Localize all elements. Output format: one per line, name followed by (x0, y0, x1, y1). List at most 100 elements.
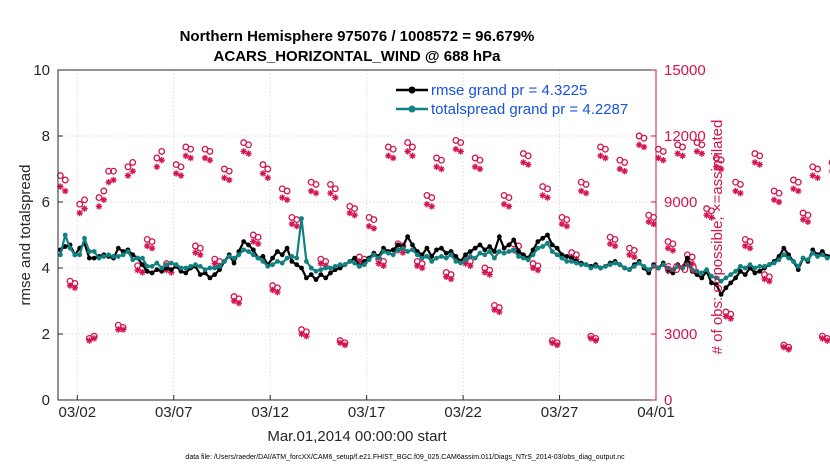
y2-tick-label: 3000 (664, 326, 697, 343)
totalspread-point (425, 254, 430, 259)
y2-axis-label: # of obs: o=possible; ×=assimilated (709, 120, 726, 355)
totalspread-point (314, 269, 319, 274)
totalspread-point (453, 259, 458, 264)
rmse-point (492, 249, 497, 254)
totalspread-point (555, 252, 560, 257)
totalspread-point (400, 246, 405, 251)
obs-assimilated-marker (670, 247, 676, 253)
rmse-point (396, 243, 401, 248)
x-tick-label: 03/17 (348, 404, 386, 421)
totalspread-point (357, 264, 362, 269)
totalspread-point (179, 266, 184, 271)
totalspread-point (728, 272, 733, 277)
obs-assimilated-marker (81, 205, 87, 211)
totalspread-point (193, 262, 198, 267)
rmse-point (757, 269, 762, 274)
rmse-point (752, 271, 757, 276)
rmse-point (555, 246, 560, 251)
totalspread-point (256, 256, 261, 261)
obs-assimilated-marker (130, 168, 136, 174)
totalspread-point (632, 264, 637, 269)
rmse-point (261, 254, 266, 259)
totalspread-point (140, 256, 145, 261)
rmse-point (511, 238, 516, 243)
rmse-point (564, 254, 569, 259)
totalspread-point (116, 254, 121, 259)
rmse-point (92, 256, 97, 261)
totalspread-point (434, 256, 439, 261)
y2-tick-label: 0 (664, 392, 672, 409)
totalspread-point (328, 266, 333, 271)
totalspread-point (622, 266, 627, 271)
totalspread-point (285, 256, 290, 261)
totalspread-point (646, 267, 651, 272)
totalspread-point (627, 267, 632, 272)
obs-assimilated-marker (535, 267, 541, 273)
totalspread-point (318, 267, 323, 272)
rmse-point (294, 262, 299, 267)
rmse-point (183, 271, 188, 276)
totalspread-point (521, 256, 526, 261)
totalspread-point (801, 256, 806, 261)
rmse-point (318, 272, 323, 277)
rmse-point (545, 233, 550, 238)
totalspread-point (772, 261, 777, 266)
totalspread-point (613, 261, 618, 266)
totalspread-point (825, 256, 830, 261)
rmse-point (309, 272, 314, 277)
obs-assimilated-marker (226, 177, 232, 183)
rmse-point (482, 247, 487, 252)
rmse-point (733, 276, 738, 281)
totalspread-point (261, 259, 266, 264)
totalspread-point (396, 247, 401, 252)
totalspread-point (183, 266, 188, 271)
rmse-point (275, 249, 280, 254)
rmse-point (478, 243, 483, 248)
totalspread-point (154, 261, 159, 266)
rmse-point (434, 247, 439, 252)
rmse-point (323, 276, 328, 281)
totalspread-point (97, 256, 102, 261)
totalspread-point (815, 254, 820, 259)
obs-assimilated-marker (120, 326, 126, 332)
totalspread-point (584, 262, 589, 267)
totalspread-point (236, 252, 241, 257)
obs-assimilated-marker (91, 335, 97, 341)
totalspread-point (232, 256, 237, 261)
totalspread-point (92, 249, 97, 254)
totalspread-point (497, 249, 502, 254)
totalspread-point (208, 266, 213, 271)
totalspread-point (738, 264, 743, 269)
obs-assimilated-marker (380, 263, 386, 269)
totalspread-point (130, 257, 135, 262)
totalspread-point (159, 266, 164, 271)
rmse-point (289, 259, 294, 264)
totalspread-point (415, 252, 420, 257)
totalspread-point (579, 262, 584, 267)
totalspread-point (164, 262, 169, 267)
rmse-point (241, 239, 246, 244)
rmse-point (304, 276, 309, 281)
totalspread-point (806, 257, 811, 262)
obs-assimilated-marker (332, 194, 338, 200)
totalspread-point (487, 249, 492, 254)
obs-assimilated-marker (467, 263, 473, 269)
totalspread-point (449, 252, 454, 257)
legend-spread-label: totalspread grand pr = 4.2287 (431, 101, 628, 118)
totalspread-point (526, 257, 531, 262)
totalspread-point (502, 251, 507, 256)
rmse-point (328, 271, 333, 276)
totalspread-point (362, 262, 367, 267)
obs-assimilated-marker (438, 166, 444, 172)
rmse-point (145, 269, 150, 274)
totalspread-point (786, 256, 791, 261)
totalspread-point (535, 246, 540, 251)
totalspread-point (511, 247, 516, 252)
totalspread-point (603, 264, 608, 269)
rmse-point (270, 256, 275, 261)
obs-assimilated-marker (785, 346, 791, 352)
totalspread-point (145, 264, 150, 269)
obs-assimilated-marker (77, 210, 83, 216)
obs-assimilated-marker (506, 203, 512, 209)
legend-rmse-marker (409, 87, 416, 94)
